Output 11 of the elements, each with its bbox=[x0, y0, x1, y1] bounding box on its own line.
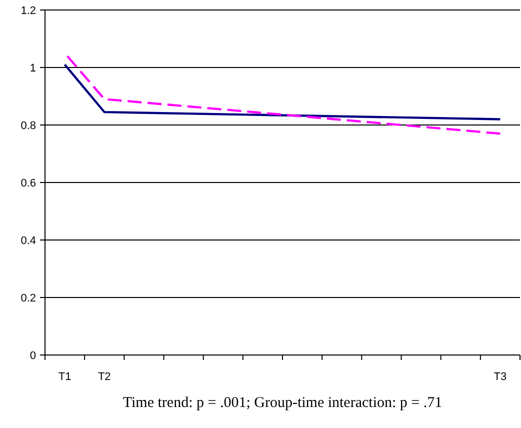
x-tick-label: T1 bbox=[58, 371, 72, 383]
y-tick-label: 1 bbox=[30, 62, 36, 74]
y-tick-label: 0.4 bbox=[20, 234, 36, 247]
text: Time trend: p = .001; Group-time interaction: p = .71 bbox=[122, 395, 442, 411]
x-tick-label: T2 bbox=[98, 371, 111, 383]
y-tick-label: 0.2 bbox=[20, 292, 36, 304]
y-tick-label: 0.8 bbox=[20, 120, 36, 132]
x-tick-label: T3 bbox=[494, 371, 507, 383]
y-tick-label: 0.6 bbox=[20, 177, 36, 190]
y-tick-label: 1.2 bbox=[20, 4, 36, 17]
y-tick-label: 0 bbox=[30, 350, 36, 362]
